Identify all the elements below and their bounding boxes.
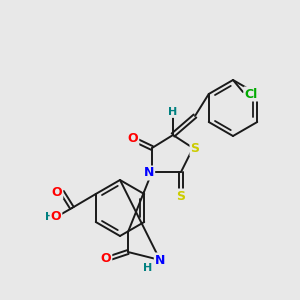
Text: Cl: Cl: [244, 88, 258, 100]
Text: N: N: [155, 254, 165, 266]
Text: S: S: [190, 142, 200, 155]
Text: N: N: [144, 167, 154, 179]
Text: H: H: [143, 263, 153, 273]
Text: O: O: [128, 133, 138, 146]
Text: O: O: [101, 251, 111, 265]
Text: H: H: [168, 107, 178, 117]
Text: O: O: [52, 185, 62, 199]
Text: H: H: [45, 212, 55, 222]
Text: O: O: [51, 211, 61, 224]
Text: S: S: [176, 190, 185, 202]
